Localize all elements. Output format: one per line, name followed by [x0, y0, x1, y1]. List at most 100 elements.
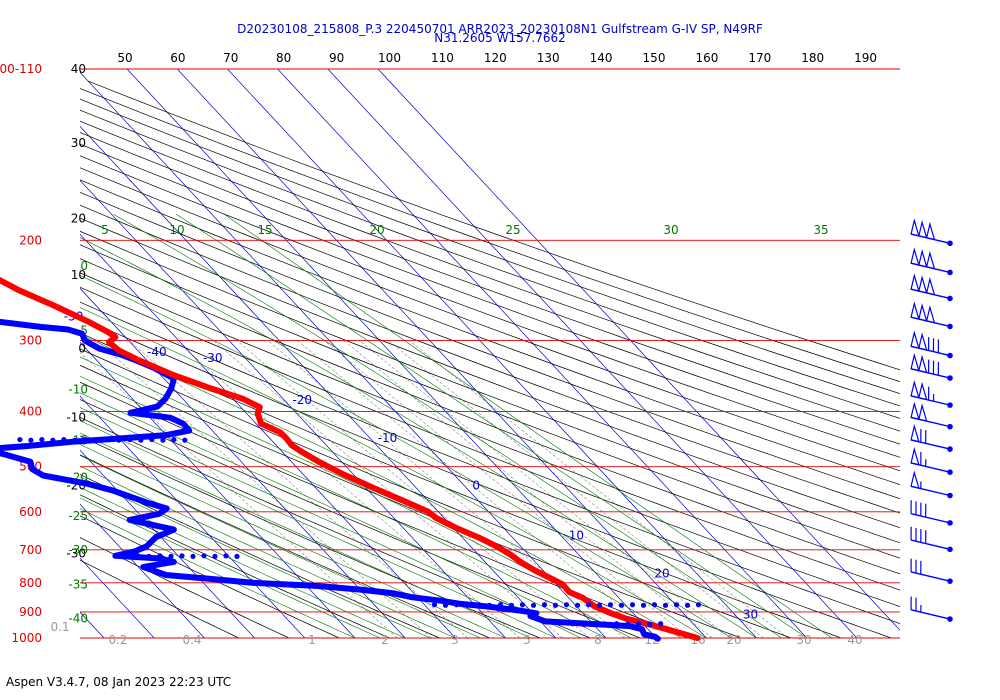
- mixing-ratio-label: 20: [726, 633, 741, 647]
- moist-adiabat: [80, 375, 632, 638]
- wind-barb: [910, 218, 953, 247]
- isotherm-label: -20: [292, 393, 312, 407]
- dewpoint-point: [625, 621, 631, 627]
- dewpoint-point: [135, 553, 141, 559]
- theta-e-label: -25: [68, 509, 88, 523]
- isotherm-label: -30: [203, 351, 223, 365]
- theta-label: 10: [71, 268, 86, 282]
- dewpoint-point: [212, 553, 218, 559]
- dewpoint-point: [453, 602, 460, 608]
- theta-label: 0: [78, 342, 86, 356]
- moist-adiabat: [80, 392, 607, 638]
- pressure-label: 200: [19, 233, 42, 247]
- dewpoint-point: [94, 437, 100, 443]
- dewpoint-point: [61, 436, 67, 443]
- dewpoint-point: [596, 602, 603, 608]
- dry-adiabat: [80, 217, 900, 529]
- isotherm-line: [0, 69, 4, 638]
- profile-layer: [0, 276, 702, 642]
- dewpoint-point: [684, 602, 691, 608]
- wind-barb: [910, 330, 953, 359]
- moist-adiabat: [80, 486, 406, 638]
- dewpoint-point: [574, 602, 581, 608]
- isotherm-line: [377, 69, 900, 631]
- mixing-ratio-label: 8: [594, 633, 602, 647]
- top-axis-label: 140: [590, 51, 613, 65]
- top-axis-label: 150: [643, 51, 666, 65]
- dry-adiabat: [80, 435, 541, 638]
- dewpoint-point: [603, 621, 609, 627]
- isotherm-line: [327, 69, 858, 638]
- theta-label: 20: [71, 211, 86, 225]
- dry-adiabat: [80, 399, 642, 638]
- isotherm-label: 30: [743, 608, 758, 622]
- moist-adiabat: [176, 214, 807, 638]
- dewpoint-point: [658, 621, 664, 627]
- pressure-label: 800: [19, 576, 42, 590]
- isotherm-label: 20: [654, 566, 669, 580]
- dewpoint-point: [618, 602, 625, 608]
- isotherm-line: [80, 179, 506, 638]
- dry-adiabat: [80, 244, 900, 559]
- mixing-ratio-label: 0.1: [50, 620, 69, 634]
- top-axis-label: 60: [170, 51, 185, 65]
- moist-adiabat: [80, 420, 556, 638]
- chart-title: D20230108_215808_P.3 220450701 ARR2023_2…: [237, 22, 763, 36]
- dewpoint-point: [651, 602, 658, 608]
- dry-adiabat: [80, 494, 391, 638]
- dewpoint-point: [149, 436, 155, 443]
- dewpoint-point: [182, 437, 188, 443]
- dewpoint-point: [50, 437, 56, 443]
- dewpoint-point: [190, 553, 196, 559]
- wind-barb: [910, 247, 953, 276]
- dry-adiabat: [80, 364, 742, 638]
- dewpoint-point: [442, 602, 449, 608]
- mixing-ratio-label: 1: [308, 633, 316, 647]
- moist-adiabat: [80, 334, 682, 638]
- isotherm-line: [176, 69, 707, 638]
- moist-adiabat: [80, 455, 481, 638]
- mixing-ratio-line: [388, 340, 764, 638]
- temperature-profile: [0, 276, 701, 641]
- theta-label: -10: [66, 411, 86, 425]
- moist-adiabat-label: 15: [257, 223, 272, 237]
- wind-barb: [910, 301, 953, 330]
- dry-adiabat: [80, 381, 692, 638]
- dewpoint-point: [629, 602, 636, 608]
- mixing-ratio-line: [267, 340, 625, 638]
- theta-e-label: 0: [80, 259, 88, 273]
- top-axis-label: 90: [329, 51, 344, 65]
- chart-subtitle: N31.2605 W157.7662: [434, 31, 566, 45]
- isotherm-line: [80, 341, 356, 638]
- dry-adiabat: [80, 88, 900, 383]
- theta-e-label: -35: [68, 577, 88, 591]
- top-axis-label: 110: [431, 51, 454, 65]
- moist-adiabat: [80, 497, 381, 638]
- moist-adiabat-label: 20: [369, 223, 384, 237]
- dry-adiabat: [80, 474, 441, 638]
- dewpoint-point: [585, 602, 592, 608]
- top-axis-label: 70: [223, 51, 238, 65]
- moist-adiabat-label: 35: [813, 223, 828, 237]
- dewpoint-point: [519, 602, 526, 608]
- dewpoint-point: [179, 553, 185, 559]
- dewpoint-point: [72, 437, 78, 443]
- dewpoint-point: [662, 602, 669, 608]
- dry-adiabat: [80, 98, 900, 395]
- dewpoint-point: [157, 553, 163, 559]
- dewpoint-point: [552, 602, 559, 608]
- top-axis-label: 50: [117, 51, 132, 65]
- moist-adiabat-label: 30: [663, 223, 678, 237]
- dry-adiabat: [80, 109, 900, 407]
- wind-barb: [910, 273, 953, 302]
- moist-adiabat: [80, 465, 456, 638]
- mixing-ratio-line: [297, 340, 659, 638]
- moist-adiabat: [224, 214, 833, 638]
- moist-adiabat: [80, 476, 431, 638]
- dewpoint-point: [138, 437, 144, 443]
- mixing-ratio-line: [96, 340, 432, 638]
- dry-adiabat: [80, 348, 793, 638]
- moist-adiabat: [80, 237, 757, 638]
- wind-barb: [910, 526, 953, 553]
